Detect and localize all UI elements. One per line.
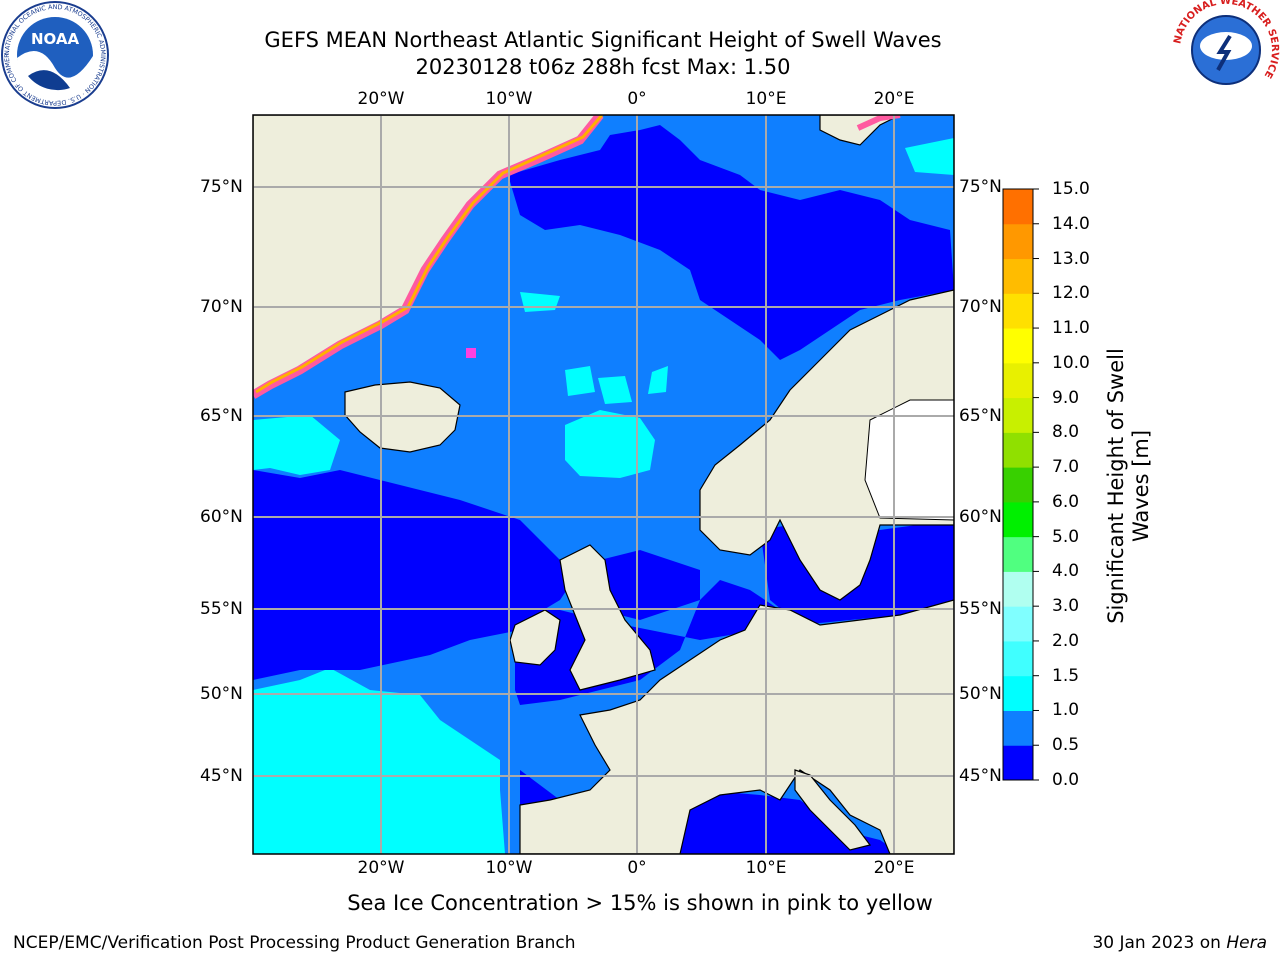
chart-subtitle: 20230128 t06z 288h fcst Max: 1.50 <box>415 55 791 79</box>
colorbar-tick-label: 9.0 <box>1052 387 1080 408</box>
swell-region-0-0-5-north <box>508 125 954 360</box>
lat-label-right: 45°N <box>959 766 1002 786</box>
lat-label-right: 60°N <box>959 507 1002 527</box>
lat-label-right: 75°N <box>959 177 1002 197</box>
italy-land <box>794 769 872 851</box>
colorbar-band <box>1003 675 1033 711</box>
colorbar-tick-label: 10.0 <box>1052 352 1090 373</box>
colorbar-tick-label: 12.0 <box>1052 283 1090 304</box>
colorbar-tick-label: 15.0 <box>1052 179 1090 199</box>
colorbar-tick-label: 1.0 <box>1052 700 1080 721</box>
colorbar-band <box>1003 606 1033 642</box>
sea-ice-gulf-bothnia <box>864 399 954 521</box>
lat-label-right: 50°N <box>959 684 1002 704</box>
colorbar-tick-label: 4.0 <box>1052 561 1080 582</box>
lon-label-top: 20°E <box>873 89 915 109</box>
colorbar-band <box>1003 293 1033 329</box>
colorbar <box>1003 189 1033 781</box>
colorbar-band <box>1003 501 1033 538</box>
colorbar-band <box>1003 328 1033 364</box>
lon-label-top: 20°W <box>357 89 405 109</box>
colorbar-band <box>1003 362 1033 399</box>
swell-region-0-0-5-west <box>253 470 570 680</box>
lat-label-left: 50°N <box>200 684 243 704</box>
colorbar-tick-label: 0.0 <box>1052 770 1080 790</box>
colorbar-tick-label: 3.0 <box>1052 596 1080 617</box>
colorbar-band <box>1003 710 1033 746</box>
footer-host: Hera <box>1226 933 1267 953</box>
lon-label-bottom: 10°W <box>485 858 533 878</box>
ireland-land <box>509 609 561 666</box>
scandinavia-land <box>699 289 954 601</box>
swell-region-0-0-5-mediterranean <box>640 790 900 854</box>
colorbar-band <box>1003 536 1033 572</box>
colorbar-band <box>1003 223 1033 260</box>
swell-region-1-1-5-central <box>565 410 655 478</box>
colorbar-band <box>1003 745 1033 781</box>
lon-label-bottom: 10°E <box>745 858 787 878</box>
lon-label-top: 0° <box>627 89 647 109</box>
colorbar-band <box>1003 571 1033 607</box>
noaa-logo-text: NOAA <box>31 30 80 48</box>
colorbar-tick-label: 7.0 <box>1052 457 1080 478</box>
lon-label-bottom: 0° <box>627 858 647 878</box>
colorbar-band <box>1003 258 1033 294</box>
swell-region-1-1-5-southwest <box>253 668 505 854</box>
lat-label-left: 65°N <box>200 406 243 426</box>
lon-label-top: 10°E <box>745 89 787 109</box>
graticule <box>253 115 954 854</box>
colorbar-tick-label: 11.0 <box>1052 318 1090 339</box>
colorbar-tick-label: 2.0 <box>1052 630 1080 651</box>
lon-label-bottom: 20°E <box>873 858 915 878</box>
footer-date: 30 Jan 2023 on Hera <box>1092 933 1267 953</box>
colorbar-band <box>1003 640 1033 677</box>
lat-label-left: 60°N <box>200 507 243 527</box>
colorbar-band <box>1003 189 1033 225</box>
swell-region-1-1-5-iceland <box>253 415 340 475</box>
colorbar-tick-label: 13.0 <box>1052 248 1090 269</box>
lat-label-left: 75°N <box>200 177 243 197</box>
colorbar-tick-label: 1.5 <box>1052 665 1080 686</box>
map-frame <box>252 114 955 855</box>
lat-label-right: 70°N <box>959 297 1002 317</box>
lat-label-left: 45°N <box>200 766 243 786</box>
lon-label-bottom: 20°W <box>357 858 405 878</box>
sea-ice-note: Sea Ice Concentration > 15% is shown in … <box>347 891 933 915</box>
colorbar-band <box>1003 432 1033 468</box>
noaa-logo: NATIONAL OCEANIC AND ATMOSPHERIC ADMINIS… <box>0 0 109 109</box>
colorbar-frame <box>1002 188 1034 781</box>
lat-label-left: 55°N <box>200 599 243 619</box>
colorbar-tick-label: 5.0 <box>1052 526 1080 547</box>
colorbar-band <box>1003 467 1033 503</box>
colorbar-label: Significant Height of Swell Waves [m] <box>1104 348 1153 624</box>
continental-europe-land <box>519 599 954 854</box>
colorbar-tick-label: 14.0 <box>1052 213 1090 234</box>
colorbar-tick-label: 0.5 <box>1052 735 1080 756</box>
lat-label-right: 65°N <box>959 406 1002 426</box>
footer-credit: NCEP/EMC/Verification Post Processing Pr… <box>13 933 576 953</box>
lat-label-left: 70°N <box>200 297 243 317</box>
lat-label-right: 55°N <box>959 599 1002 619</box>
colorbar-tick-label: 8.0 <box>1052 422 1080 443</box>
lon-label-top: 10°W <box>485 89 533 109</box>
colorbar-band <box>1003 397 1033 433</box>
colorbar-tick-label: 6.0 <box>1052 491 1080 512</box>
chart-title: GEFS MEAN Northeast Atlantic Significant… <box>264 28 942 52</box>
nws-logo: NATIONAL WEATHER SERVICE <box>1172 0 1280 103</box>
